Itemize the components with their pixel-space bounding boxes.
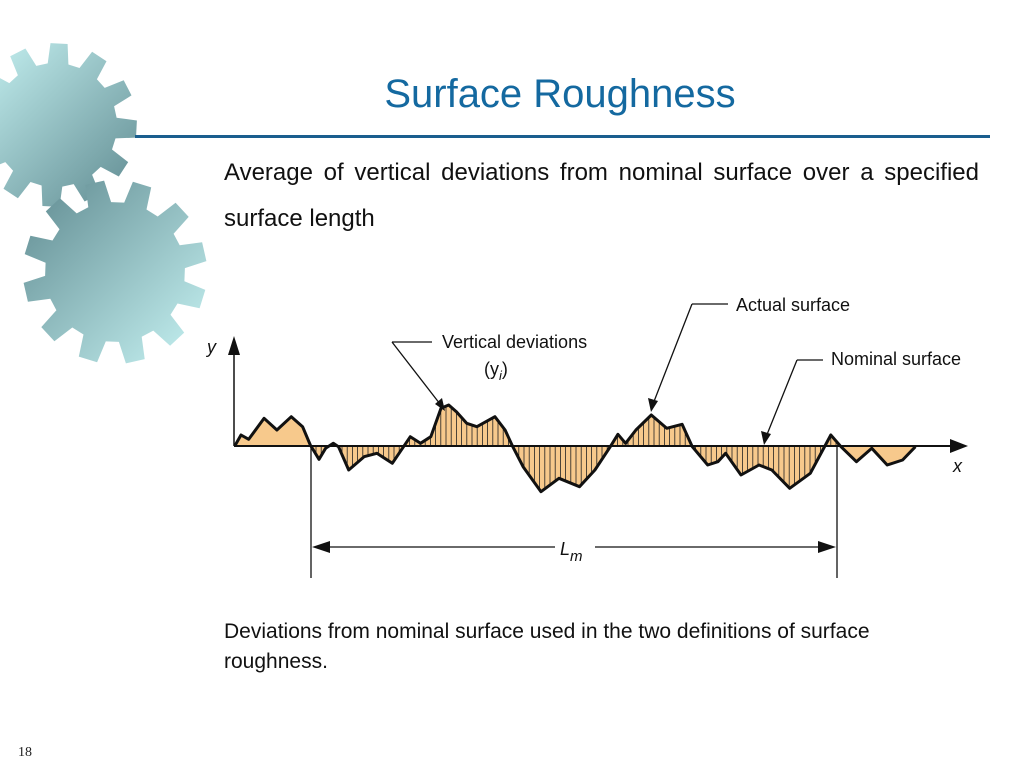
- nominal-surface-label: Nominal surface: [831, 349, 961, 369]
- y-axis-label: y: [205, 337, 217, 357]
- y-axis-arrow-icon: [228, 336, 240, 355]
- title-divider: [135, 135, 990, 138]
- lm-main: L: [560, 539, 570, 559]
- x-axis-label: x: [952, 456, 963, 476]
- arrowhead-icon: [761, 431, 771, 445]
- actual-leader-arrow: [652, 303, 693, 405]
- lm-label: Lm: [560, 539, 583, 565]
- gears-icon: [0, 43, 207, 364]
- yi-label: (yi): [484, 359, 508, 383]
- figure-caption: Deviations from nominal surface used in …: [224, 620, 870, 673]
- page-number: 18: [18, 745, 32, 760]
- gear-top-icon: [0, 43, 137, 207]
- definition-text: Average of vertical deviations from nomi…: [224, 159, 979, 232]
- arrow-left-icon: [312, 541, 330, 553]
- yi-sub: i: [499, 368, 503, 383]
- deviation-leader-arrow: [391, 341, 441, 405]
- deviation-area: [234, 405, 916, 492]
- arrowhead-icon: [435, 398, 445, 411]
- arrowhead-icon: [648, 398, 658, 412]
- actual-surface-profile: [233, 403, 917, 494]
- arrow-right-icon: [818, 541, 836, 553]
- yi-close: ): [502, 359, 508, 379]
- actual-surface-label: Actual surface: [736, 295, 850, 315]
- vertical-deviations-label: Vertical deviations: [442, 332, 587, 352]
- yi-open: (y: [484, 359, 499, 379]
- x-axis-arrow-icon: [950, 439, 968, 453]
- lm-sub: m: [570, 548, 583, 565]
- nominal-leader-arrow: [765, 359, 798, 438]
- gear-bottom-icon: [23, 180, 207, 364]
- page-title: Surface Roughness: [384, 72, 736, 116]
